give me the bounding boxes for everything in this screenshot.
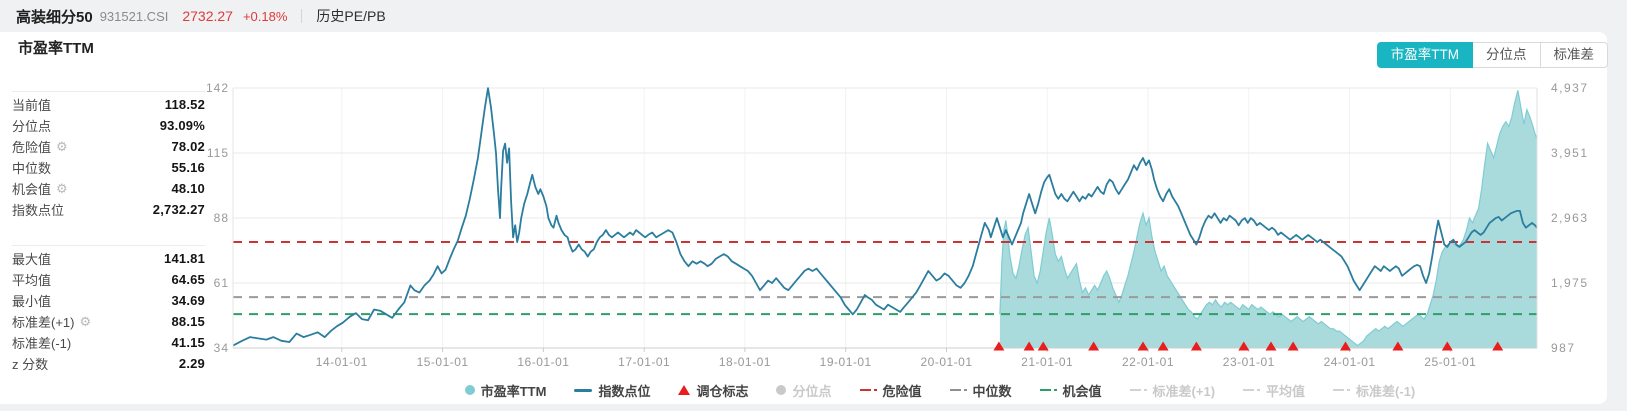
dashdot-marker-icon xyxy=(859,388,877,392)
legend-item-dashdot[interactable]: 危险值 xyxy=(859,381,922,400)
stat-row: z 分数 2.29 xyxy=(12,353,205,374)
stat-label: 标准差(-1) xyxy=(12,336,72,351)
stat-row: 标准差(+1) ⚙ 88.15 xyxy=(12,311,205,332)
stat-value: 64.65 xyxy=(171,272,205,287)
stat-label: 标准差(+1) ⚙ xyxy=(12,314,92,330)
circle-marker-icon xyxy=(464,385,475,395)
stat-value: 2,732.27 xyxy=(152,202,205,217)
legend-label: 标准差(-1) xyxy=(1356,383,1416,399)
index-change: +0.18% xyxy=(242,8,288,24)
stat-row: 最大值 141.81 xyxy=(12,248,205,269)
legend-label: 分位点 xyxy=(792,383,832,399)
legend-item-dashdot[interactable]: 平均值 xyxy=(1243,381,1305,400)
stat-value: 88.15 xyxy=(171,314,205,329)
stats-block-extremes: 最大值 141.81 平均值 64.65 最小值 34.69 标准差(+1) ⚙ 88.15 标准… xyxy=(12,245,205,374)
stat-value: 118.52 xyxy=(164,97,205,112)
menu-history-pe-pb[interactable]: 历史PE/PB xyxy=(316,8,386,24)
dashdot-marker-icon xyxy=(1039,388,1057,392)
stat-label: 危险值 ⚙ xyxy=(12,139,68,155)
stat-value: 78.02 xyxy=(171,139,205,154)
stat-label: 机会值 ⚙ xyxy=(12,181,68,197)
legend-label: 机会值 xyxy=(1062,383,1102,399)
stat-value: 55.16 xyxy=(171,160,205,175)
stat-row: 中位数 55.16 xyxy=(12,157,205,178)
legend-item-line[interactable]: 指数点位 xyxy=(574,381,650,400)
circle-marker-icon xyxy=(776,385,787,395)
legend-label: 中位数 xyxy=(972,383,1012,399)
legend-item-dashdot[interactable]: 机会值 xyxy=(1039,381,1102,400)
stat-row: 分位点 93.09% xyxy=(12,115,205,136)
index-price: 2732.27 xyxy=(182,8,233,24)
legend-label: 平均值 xyxy=(1266,383,1306,399)
dashdot-marker-icon xyxy=(1243,388,1261,392)
gear-icon[interactable]: ⚙ xyxy=(79,314,92,329)
stat-value: 48.10 xyxy=(171,181,205,196)
legend-item-circle[interactable]: 市盈率TTM xyxy=(464,381,547,400)
stat-value: 34.69 xyxy=(171,293,205,308)
stat-row: 当前值 118.52 xyxy=(12,94,205,115)
line-marker-icon xyxy=(574,388,593,392)
stat-row: 指数点位 2,732.27 xyxy=(12,199,205,220)
stat-label: 当前值 xyxy=(12,98,52,113)
legend-label: 调仓标志 xyxy=(696,383,749,399)
chart-legend: 市盈率TTM 指数点位 调仓标志 分位点 危险值 中位数 机会值 标准差(+1) 平均值 标准差(… xyxy=(288,379,1592,401)
stat-label: 中位数 xyxy=(12,161,52,176)
panel-title: 市盈率TTM xyxy=(18,40,94,57)
stat-row: 最小值 34.69 xyxy=(12,290,205,311)
stat-value: 41.15 xyxy=(171,335,205,350)
dashdot-marker-icon xyxy=(1333,388,1351,392)
triangle-marker-icon xyxy=(678,385,691,395)
stat-value: 93.09% xyxy=(159,118,205,133)
gear-icon[interactable]: ⚙ xyxy=(56,139,68,154)
stat-value: 2.29 xyxy=(178,356,205,371)
legend-label: 标准差(+1) xyxy=(1152,383,1216,399)
stat-label: z 分数 xyxy=(12,357,49,372)
index-name: 高装细分50 xyxy=(16,8,93,26)
stat-label: 最小值 xyxy=(12,294,52,309)
toggle-option-3[interactable]: 标准差 xyxy=(1540,42,1608,68)
legend-label: 危险值 xyxy=(882,383,922,399)
legend-item-dashdot[interactable]: 标准差(-1) xyxy=(1333,381,1415,400)
toggle-option-1[interactable]: 市盈率TTM xyxy=(1376,42,1473,68)
stat-row: 机会值 ⚙ 48.10 xyxy=(12,178,205,199)
chart-card xyxy=(0,32,1607,404)
legend-item-dashdot[interactable]: 标准差(+1) xyxy=(1129,381,1216,400)
stat-label: 分位点 xyxy=(12,119,52,134)
dashdot-marker-icon xyxy=(949,388,967,392)
metric-toggle-group: 市盈率TTM 分位点 标准差 xyxy=(1376,42,1608,68)
legend-label: 指数点位 xyxy=(598,383,651,399)
stat-label: 平均值 xyxy=(12,273,52,288)
legend-item-triangle[interactable]: 调仓标志 xyxy=(678,381,748,400)
stat-row: 危险值 ⚙ 78.02 xyxy=(12,136,205,157)
gear-icon[interactable]: ⚙ xyxy=(56,181,68,196)
legend-label: 市盈率TTM xyxy=(480,383,547,399)
stat-row: 标准差(-1) 41.15 xyxy=(12,332,205,353)
stat-value: 141.81 xyxy=(164,251,205,266)
stat-label: 最大值 xyxy=(12,252,52,267)
stat-label: 指数点位 xyxy=(12,203,65,218)
toggle-option-2[interactable]: 分位点 xyxy=(1473,42,1541,68)
dashdot-marker-icon xyxy=(1129,388,1147,392)
index-code: 931521.CSI xyxy=(99,8,169,24)
legend-item-circle[interactable]: 分位点 xyxy=(776,381,832,400)
page-header: 高装细分50 931521.CSI 2732.27 +0.18% 历史PE/PB xyxy=(0,0,1627,32)
stats-block-main: 当前值 118.52 分位点 93.09% 危险值 ⚙ 78.02 中位数 55.16 机会值 ⚙ 4… xyxy=(12,91,205,220)
header-divider xyxy=(301,9,303,23)
stat-row: 平均值 64.65 xyxy=(12,269,205,290)
legend-item-dashdot[interactable]: 中位数 xyxy=(949,381,1012,400)
